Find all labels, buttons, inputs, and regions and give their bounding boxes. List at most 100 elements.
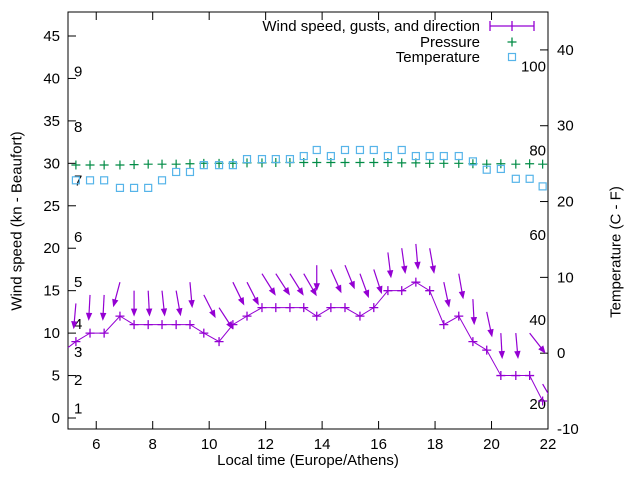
square-marker [482, 165, 491, 174]
square-marker [242, 154, 252, 164]
gust-arrow-shaft [529, 332, 544, 351]
legend-entry-pressure: Pressure [419, 33, 536, 51]
plus-marker [99, 328, 109, 338]
y-left-tick-label: 0 [52, 410, 60, 427]
plus-marker [185, 159, 195, 169]
y-axis-label-right: Temperature (C - F) [607, 186, 625, 318]
x-tick-label: 12 [257, 436, 274, 453]
plus-marker [355, 157, 365, 167]
square-marker [71, 176, 81, 185]
gust-arrow-head [470, 316, 478, 326]
fahrenheit-scale-label: 20 [529, 396, 546, 413]
plus-marker [525, 371, 535, 381]
gust-arrow-shaft [542, 383, 548, 395]
plus-marker [157, 320, 167, 330]
gust-arrow-shaft [415, 243, 419, 265]
gust-arrow-shaft [401, 248, 406, 270]
plus-marker [214, 337, 224, 347]
plus-marker [439, 320, 449, 330]
square-marker [85, 176, 95, 185]
plus-marker [257, 303, 267, 313]
gust-arrow-head [309, 287, 317, 297]
gust-arrow-head [209, 309, 216, 319]
square-marker [538, 182, 547, 191]
gust-arrow-shaft [387, 252, 392, 274]
y-left-tick-label: 5 [52, 368, 60, 385]
plus-marker [496, 371, 506, 381]
gust-arrow-head [112, 298, 119, 308]
gust-arrow-head [487, 328, 494, 338]
square-marker [172, 167, 181, 177]
gust-arrow-shaft [289, 273, 302, 292]
plus-marker [397, 158, 407, 168]
plus-marker [525, 159, 535, 169]
y-left-tick-label: 30 [43, 155, 60, 172]
legend-label-wind: Wind speed, gusts, and direction [262, 17, 480, 35]
plus-marker [454, 158, 464, 168]
plus-marker [242, 311, 252, 321]
square-marker [214, 161, 224, 170]
y-axis-label-left: Wind speed (kn - Beaufort) [8, 131, 26, 311]
plus-marker [71, 160, 81, 170]
x-tick-label: 18 [427, 436, 444, 453]
gust-arrow-shaft [429, 248, 434, 270]
plus-marker [129, 320, 139, 330]
gust-arrow-shaft [203, 294, 214, 314]
legend-label-pressure: Pressure [419, 33, 480, 51]
legend-sample-shape [507, 52, 517, 62]
plus-marker [425, 158, 435, 168]
gust-arrow-head [348, 280, 355, 290]
gust-arrow-head [188, 299, 195, 309]
gust-arrow-shaft [472, 299, 475, 321]
y-right-tick-label: 40 [557, 42, 574, 59]
y-left-tick-label: 35 [43, 113, 60, 130]
gust-arrow-shaft [500, 333, 503, 355]
gust-arrow-head [85, 312, 93, 321]
y-right-tick-label: -10 [557, 421, 579, 438]
plus-marker [199, 328, 209, 338]
gust-arrow-head [160, 308, 168, 317]
gust-arrow-head [237, 296, 245, 306]
x-tick-label: 6 [92, 436, 100, 453]
gust-arrow-head [226, 320, 234, 330]
square-marker [411, 151, 420, 161]
square-marker [228, 161, 237, 170]
plus-marker [271, 303, 281, 313]
gust-arrow-head [386, 269, 394, 279]
gust-arrow-head [130, 308, 138, 317]
beaufort-scale-label: 2 [74, 372, 82, 389]
gust-arrow-head [296, 287, 304, 296]
square-marker [454, 151, 463, 161]
plus-marker [285, 303, 295, 313]
square-marker [257, 154, 267, 164]
gust-arrow-head [100, 312, 107, 321]
gust-arrow-shaft [189, 282, 193, 304]
plus-marker [482, 159, 492, 169]
square-marker [299, 151, 308, 161]
plus-marker [425, 286, 435, 296]
plus-marker [340, 303, 350, 313]
gust-arrow-shaft [344, 264, 354, 285]
beaufort-scale-label: 9 [74, 64, 82, 81]
beaufort-scale-label: 3 [74, 344, 82, 361]
plus-marker [85, 328, 95, 338]
square-marker [199, 161, 208, 170]
legend-sample-shape [507, 37, 517, 47]
legend-entry-wind: Wind speed, gusts, and direction [262, 17, 536, 35]
legend-entry-temperature: Temperature [396, 49, 536, 66]
fahrenheit-scale-label: 60 [529, 227, 546, 244]
square-marker [425, 151, 434, 161]
gust-arrow-head [444, 299, 451, 308]
square-marker [383, 151, 393, 161]
square-marker [525, 174, 534, 183]
gust-arrow-head [335, 284, 342, 294]
plus-marker [369, 303, 379, 313]
gust-arrow-head [414, 261, 421, 270]
fahrenheit-scale-label: 80 [529, 143, 546, 160]
plus-marker [99, 160, 109, 170]
gust-arrow-shaft [275, 273, 288, 292]
legend-sample-shape [489, 21, 535, 31]
gust-arrow-shaft [303, 273, 315, 293]
plus-marker [454, 311, 464, 321]
